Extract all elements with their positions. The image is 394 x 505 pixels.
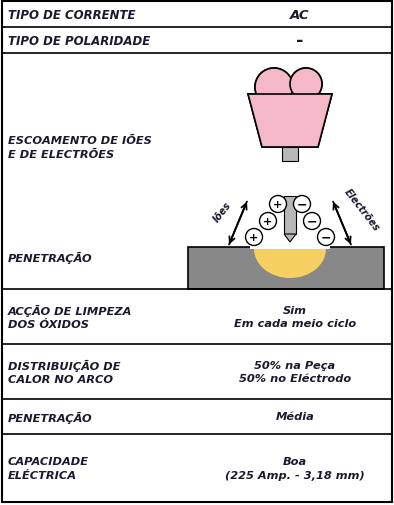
Ellipse shape bbox=[290, 69, 322, 101]
Text: TIPO DE CORRENTE: TIPO DE CORRENTE bbox=[8, 9, 136, 21]
Text: −: − bbox=[307, 215, 317, 228]
Text: Sim
Em cada meio ciclo: Sim Em cada meio ciclo bbox=[234, 306, 356, 328]
Bar bbox=[284, 196, 296, 234]
Circle shape bbox=[245, 229, 262, 246]
Text: -: - bbox=[296, 32, 304, 50]
Circle shape bbox=[318, 229, 335, 246]
Text: Electrões: Electrões bbox=[342, 186, 382, 233]
Text: +: + bbox=[249, 232, 258, 242]
Text: Média: Média bbox=[276, 412, 314, 422]
Ellipse shape bbox=[255, 69, 293, 107]
Bar bbox=[250, 54, 330, 249]
Circle shape bbox=[260, 213, 277, 230]
Text: −: − bbox=[321, 231, 331, 244]
Text: PENETRAÇÃO: PENETRAÇÃO bbox=[8, 411, 93, 423]
Bar bbox=[240, 54, 340, 122]
Text: TIPO DE POLARIDADE: TIPO DE POLARIDADE bbox=[8, 34, 150, 47]
Text: ESCOAMENTO DE IÕES
E DE ELECTRÕES: ESCOAMENTO DE IÕES E DE ELECTRÕES bbox=[8, 136, 152, 160]
Polygon shape bbox=[248, 95, 332, 147]
Text: +: + bbox=[263, 217, 273, 227]
Text: PENETRAÇÃO: PENETRAÇÃO bbox=[8, 251, 93, 264]
Text: ACÇÃO DE LIMPEZA
DOS ÓXIDOS: ACÇÃO DE LIMPEZA DOS ÓXIDOS bbox=[8, 304, 132, 329]
Ellipse shape bbox=[255, 69, 293, 107]
Text: +: + bbox=[273, 199, 282, 210]
Text: 50% na Peça
50% no Eléctrodo: 50% na Peça 50% no Eléctrodo bbox=[239, 360, 351, 383]
Polygon shape bbox=[248, 95, 332, 147]
Polygon shape bbox=[284, 234, 296, 242]
Circle shape bbox=[269, 196, 286, 213]
Bar bbox=[188, 247, 384, 289]
Text: DISTRIBUIÇÃO DE
CALOR NO ARCO: DISTRIBUIÇÃO DE CALOR NO ARCO bbox=[8, 359, 121, 384]
Ellipse shape bbox=[290, 69, 322, 101]
Circle shape bbox=[294, 196, 310, 213]
Text: −: − bbox=[297, 198, 307, 211]
Text: AC: AC bbox=[290, 9, 310, 21]
Bar bbox=[282, 147, 298, 162]
Text: Iões: Iões bbox=[211, 199, 233, 224]
Text: Boa
(225 Amp. - 3,18 mm): Boa (225 Amp. - 3,18 mm) bbox=[225, 457, 365, 480]
Circle shape bbox=[303, 213, 320, 230]
Text: CAPACIDADE
ELÉCTRICA: CAPACIDADE ELÉCTRICA bbox=[8, 457, 89, 480]
Ellipse shape bbox=[254, 221, 326, 278]
